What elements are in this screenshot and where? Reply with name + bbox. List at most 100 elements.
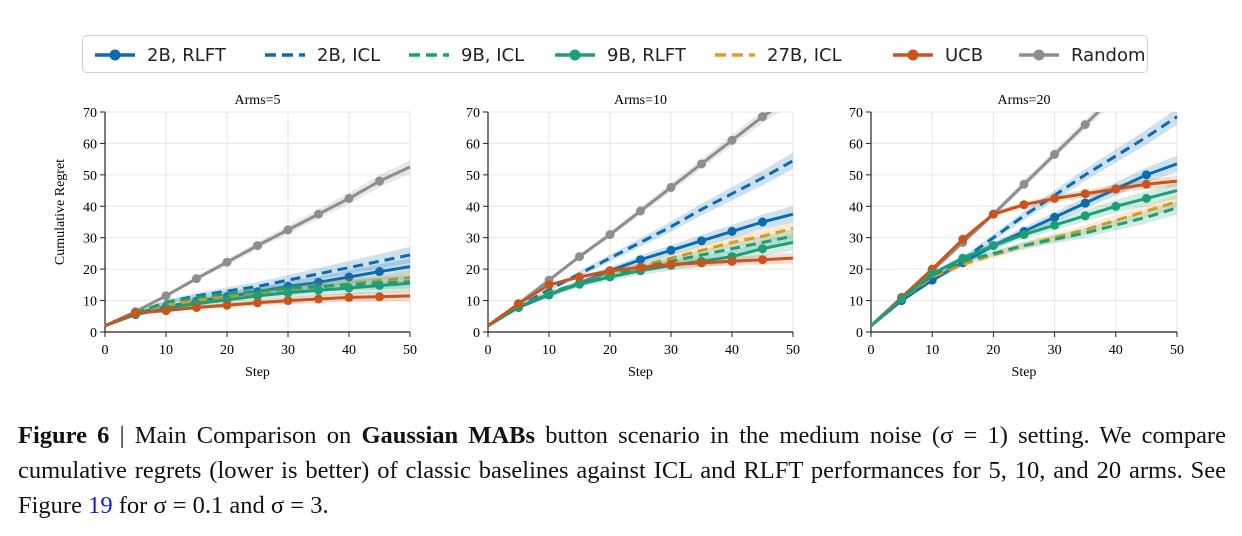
point-9b-rlft [988, 241, 998, 251]
point-ucb [958, 234, 968, 244]
x-tick-label: 10 [159, 343, 173, 358]
point-random [192, 274, 201, 284]
x-tick-label: 20 [603, 343, 617, 358]
y-tick-label: 20 [849, 263, 863, 278]
legend-item-27b-icl: 27B, ICL [713, 36, 842, 74]
point-ucb [283, 296, 293, 306]
point-2b-rlft [697, 236, 706, 246]
point-random [375, 176, 384, 186]
legend-swatch-2b-icl [265, 53, 305, 57]
x-tick-label: 40 [1109, 343, 1123, 358]
legend-label-ucb: UCB [945, 44, 984, 66]
point-random [222, 257, 232, 267]
y-tick-label: 40 [466, 200, 480, 215]
point-random [758, 112, 767, 122]
legend-label-27b-icl: 27B, ICL [767, 44, 842, 66]
y-tick-label: 10 [83, 295, 97, 310]
x-tick-label: 40 [342, 343, 356, 358]
point-ucb [575, 272, 584, 282]
point-ucb [1050, 193, 1060, 203]
point-ucb [192, 302, 201, 312]
point-ucb [697, 258, 706, 268]
band-9b-rlft [488, 234, 793, 327]
figure-link[interactable]: 19 [88, 492, 113, 519]
point-ucb [544, 280, 554, 290]
chart-legend: 2B, RLFT 2B, ICL 9B, ICL 9B, RLFT 27B, ICL UC… [82, 35, 1148, 73]
x-axis-label: Step [245, 365, 270, 380]
legend-swatch-27b-icl [715, 53, 755, 57]
y-tick-label: 50 [83, 169, 97, 184]
legend-label-9b-rlft: 9B, RLFT [607, 44, 686, 66]
point-random [666, 182, 676, 192]
legend-item-9b-icl: 9B, ICL [407, 36, 524, 74]
y-tick-label: 10 [849, 295, 863, 310]
point-9b-rlft [1111, 201, 1121, 211]
point-2b-rlft [666, 245, 676, 255]
y-tick-label: 30 [83, 232, 97, 247]
point-random [1080, 120, 1090, 130]
caption-text-2: for σ = 0.1 and σ = 3. [112, 492, 329, 519]
legend-item-2b-icl: 2B, ICL [263, 36, 380, 74]
point-ucb [375, 292, 384, 302]
point-random [605, 230, 615, 240]
point-9b-rlft [1080, 211, 1090, 221]
point-random [1050, 149, 1060, 159]
point-random [314, 209, 323, 219]
x-tick-label: 0 [485, 343, 492, 358]
point-random [636, 206, 645, 216]
x-tick-label: 0 [102, 343, 109, 358]
point-9b-rlft [605, 272, 615, 282]
point-ucb [222, 300, 232, 310]
y-tick-label: 70 [849, 106, 863, 121]
point-ucb [988, 209, 998, 219]
band-9b-icl [871, 201, 1177, 327]
x-tick-label: 50 [403, 343, 417, 358]
y-tick-label: 60 [849, 137, 863, 152]
point-ucb [253, 298, 262, 308]
point-random [727, 135, 737, 145]
x-tick-label: 40 [725, 343, 739, 358]
point-ucb [161, 306, 171, 316]
point-2b-rlft [636, 255, 645, 265]
x-tick-label: 50 [1170, 343, 1184, 358]
series-line-2b-icl [487, 159, 794, 327]
y-tick-label: 0 [90, 326, 97, 341]
legend-label-2b-icl: 2B, ICL [317, 44, 381, 66]
y-tick-label: 20 [83, 263, 97, 278]
point-random [161, 291, 171, 301]
caption-sep: | Main Comparison on [109, 422, 362, 449]
figure-caption: Figure 6 | Main Comparison on Gaussian M… [18, 418, 1226, 523]
legend-swatch-random [1019, 49, 1059, 61]
point-ucb [1080, 189, 1090, 199]
legend-swatch-ucb [893, 49, 933, 61]
point-ucb [314, 294, 323, 304]
point-ucb [514, 299, 523, 309]
x-tick-label: 10 [542, 343, 556, 358]
point-2b-rlft [314, 277, 323, 287]
point-random [1019, 179, 1029, 189]
y-tick-label: 0 [856, 326, 863, 341]
point-random [253, 241, 262, 251]
y-tick-label: 50 [849, 169, 863, 184]
x-tick-label: 30 [1048, 343, 1062, 358]
chart-panel-2: 0 10 20 30 40 50 0 10 20 30 40 50 60 70 Arms=10 Step [466, 93, 800, 380]
point-ucb [131, 308, 140, 318]
point-9b-rlft [575, 279, 584, 289]
point-ucb [666, 259, 676, 269]
caption-text-1: button scenario in the medium noise (σ =… [18, 422, 1226, 519]
point-ucb [1019, 200, 1029, 210]
point-ucb [1141, 179, 1151, 189]
y-tick-label: 40 [83, 200, 97, 215]
series-line-9b-icl [870, 206, 1178, 327]
legend-item-random: Random [1017, 36, 1146, 74]
y-tick-label: 70 [466, 106, 480, 121]
x-tick-label: 0 [868, 343, 875, 358]
y-tick-label: 50 [466, 169, 480, 184]
point-random [575, 252, 584, 262]
point-9b-rlft [1019, 230, 1029, 240]
point-random [697, 159, 706, 169]
point-9b-rlft [758, 244, 767, 254]
point-9b-rlft [1141, 193, 1151, 203]
point-ucb [1111, 184, 1121, 194]
x-tick-label: 10 [925, 343, 939, 358]
